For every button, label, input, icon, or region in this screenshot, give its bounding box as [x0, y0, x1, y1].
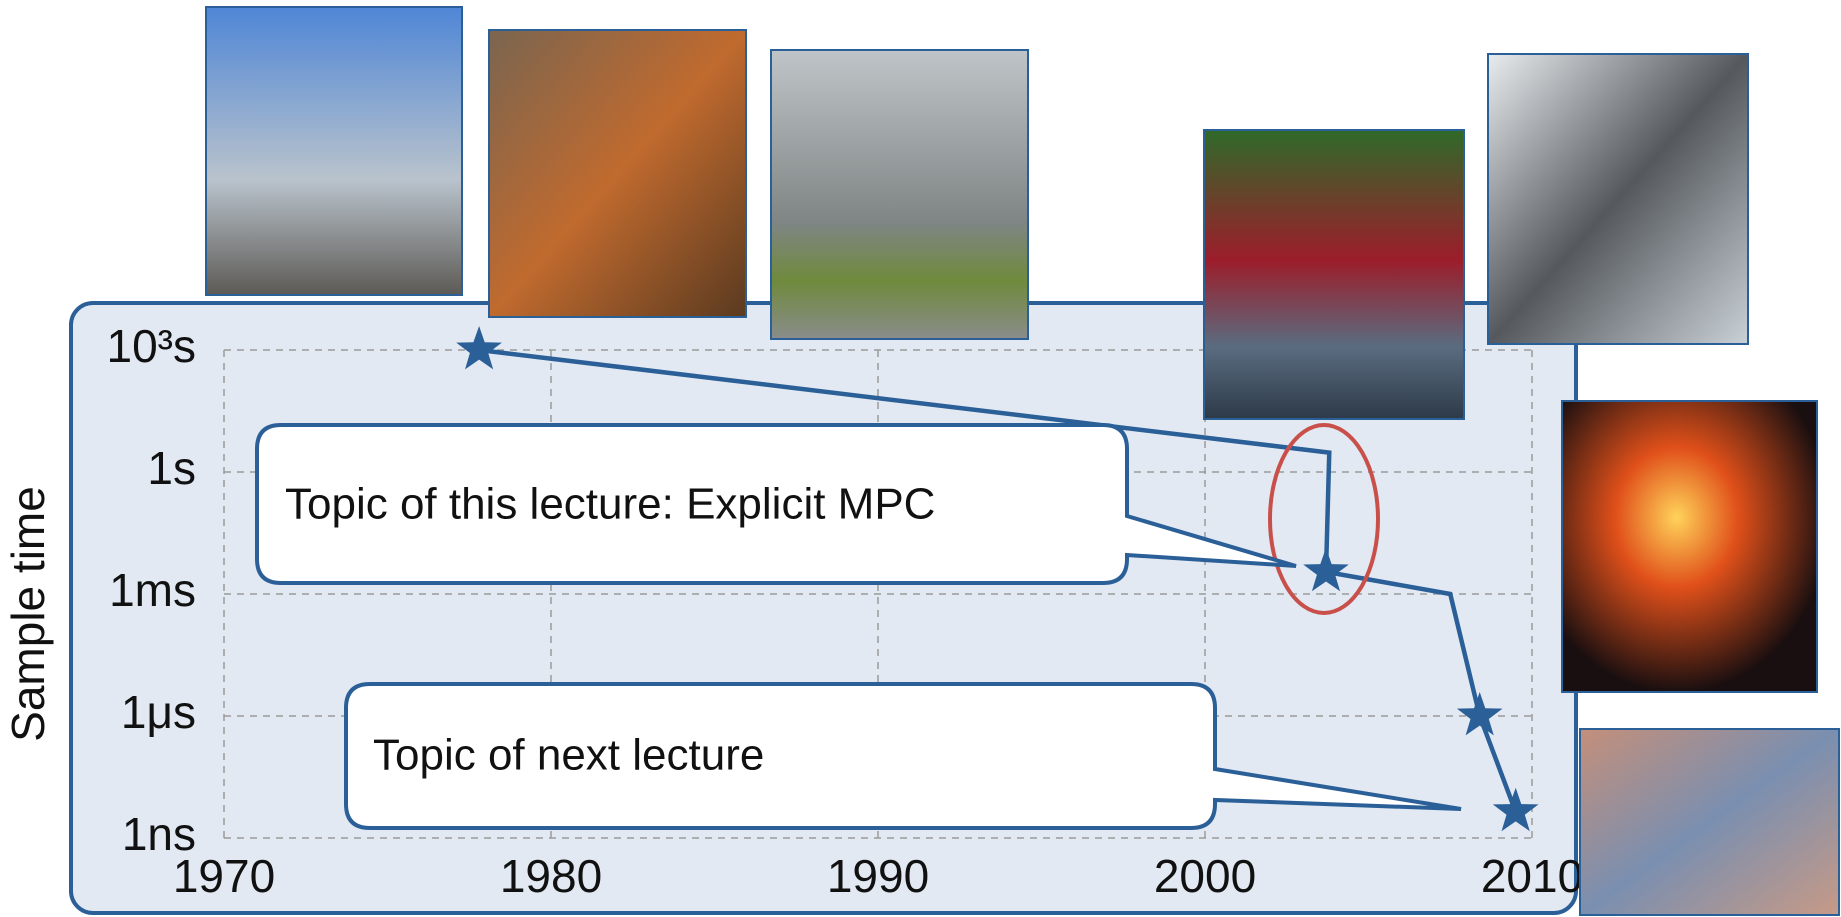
photo-plant [770, 49, 1029, 340]
callout [344, 682, 1462, 830]
highlight-ellipse [1268, 423, 1380, 615]
x-tick-label: 1970 [173, 850, 275, 902]
y-tick-label: 1s [147, 442, 196, 494]
photo-brewery [488, 29, 747, 318]
x-tick-label: 1990 [827, 850, 929, 902]
y-tick-label: 10³s [107, 320, 196, 372]
photo-car [1203, 129, 1465, 420]
photo-steel-mill [1561, 400, 1818, 693]
star-marker [1456, 692, 1503, 736]
photo-chip [1579, 728, 1840, 916]
callout-text: Topic of this lecture: Explicit MPC [285, 480, 935, 529]
callout [255, 423, 1297, 585]
y-tick-label: 1ns [122, 808, 196, 860]
photo-engine [1487, 53, 1749, 345]
star-marker [1492, 787, 1539, 832]
photo-refinery [205, 6, 463, 296]
x-tick-label: 2010 [1481, 850, 1583, 902]
star-marker [1303, 547, 1349, 592]
data-line [478, 347, 1518, 813]
x-tick-label: 1980 [500, 850, 602, 902]
y-tick-label: 1ms [109, 564, 196, 616]
star-marker [456, 326, 502, 370]
callout-text: Topic of next lecture [373, 731, 764, 780]
y-axis-label: Sample time [2, 486, 54, 742]
y-tick-label: 1μs [121, 686, 196, 738]
x-tick-label: 2000 [1154, 850, 1256, 902]
